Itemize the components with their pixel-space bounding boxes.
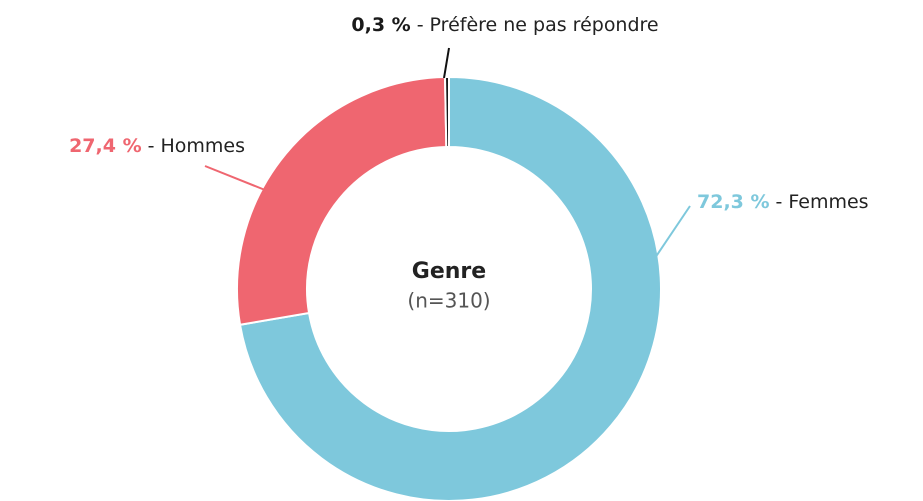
label-separator: - <box>148 135 155 157</box>
donut-slice <box>238 75 662 501</box>
leader-line <box>204 165 266 191</box>
donut-slice <box>443 75 450 149</box>
chart-subtitle: (n=310) <box>407 289 490 313</box>
leader-line <box>654 205 691 259</box>
label-separator: - <box>776 191 783 213</box>
slice-label: 0,3 % - Préfère ne pas répondre <box>351 14 658 36</box>
slice-category: Préfère ne pas répondre <box>430 14 659 36</box>
slice-value-label: 72,3 % <box>697 191 770 213</box>
slice-label: 27,4 % - Hommes <box>69 135 245 157</box>
slice-value-label: 0,3 % <box>351 14 410 36</box>
slice-category: Femmes <box>788 191 868 213</box>
leader-line <box>443 47 450 79</box>
slice-label: 72,3 % - Femmes <box>697 191 869 213</box>
donut-slice <box>236 76 448 326</box>
slice-category: Hommes <box>160 135 245 157</box>
chart-title: Genre <box>412 259 486 284</box>
label-separator: - <box>417 14 424 36</box>
slice-value-label: 27,4 % <box>69 135 142 157</box>
